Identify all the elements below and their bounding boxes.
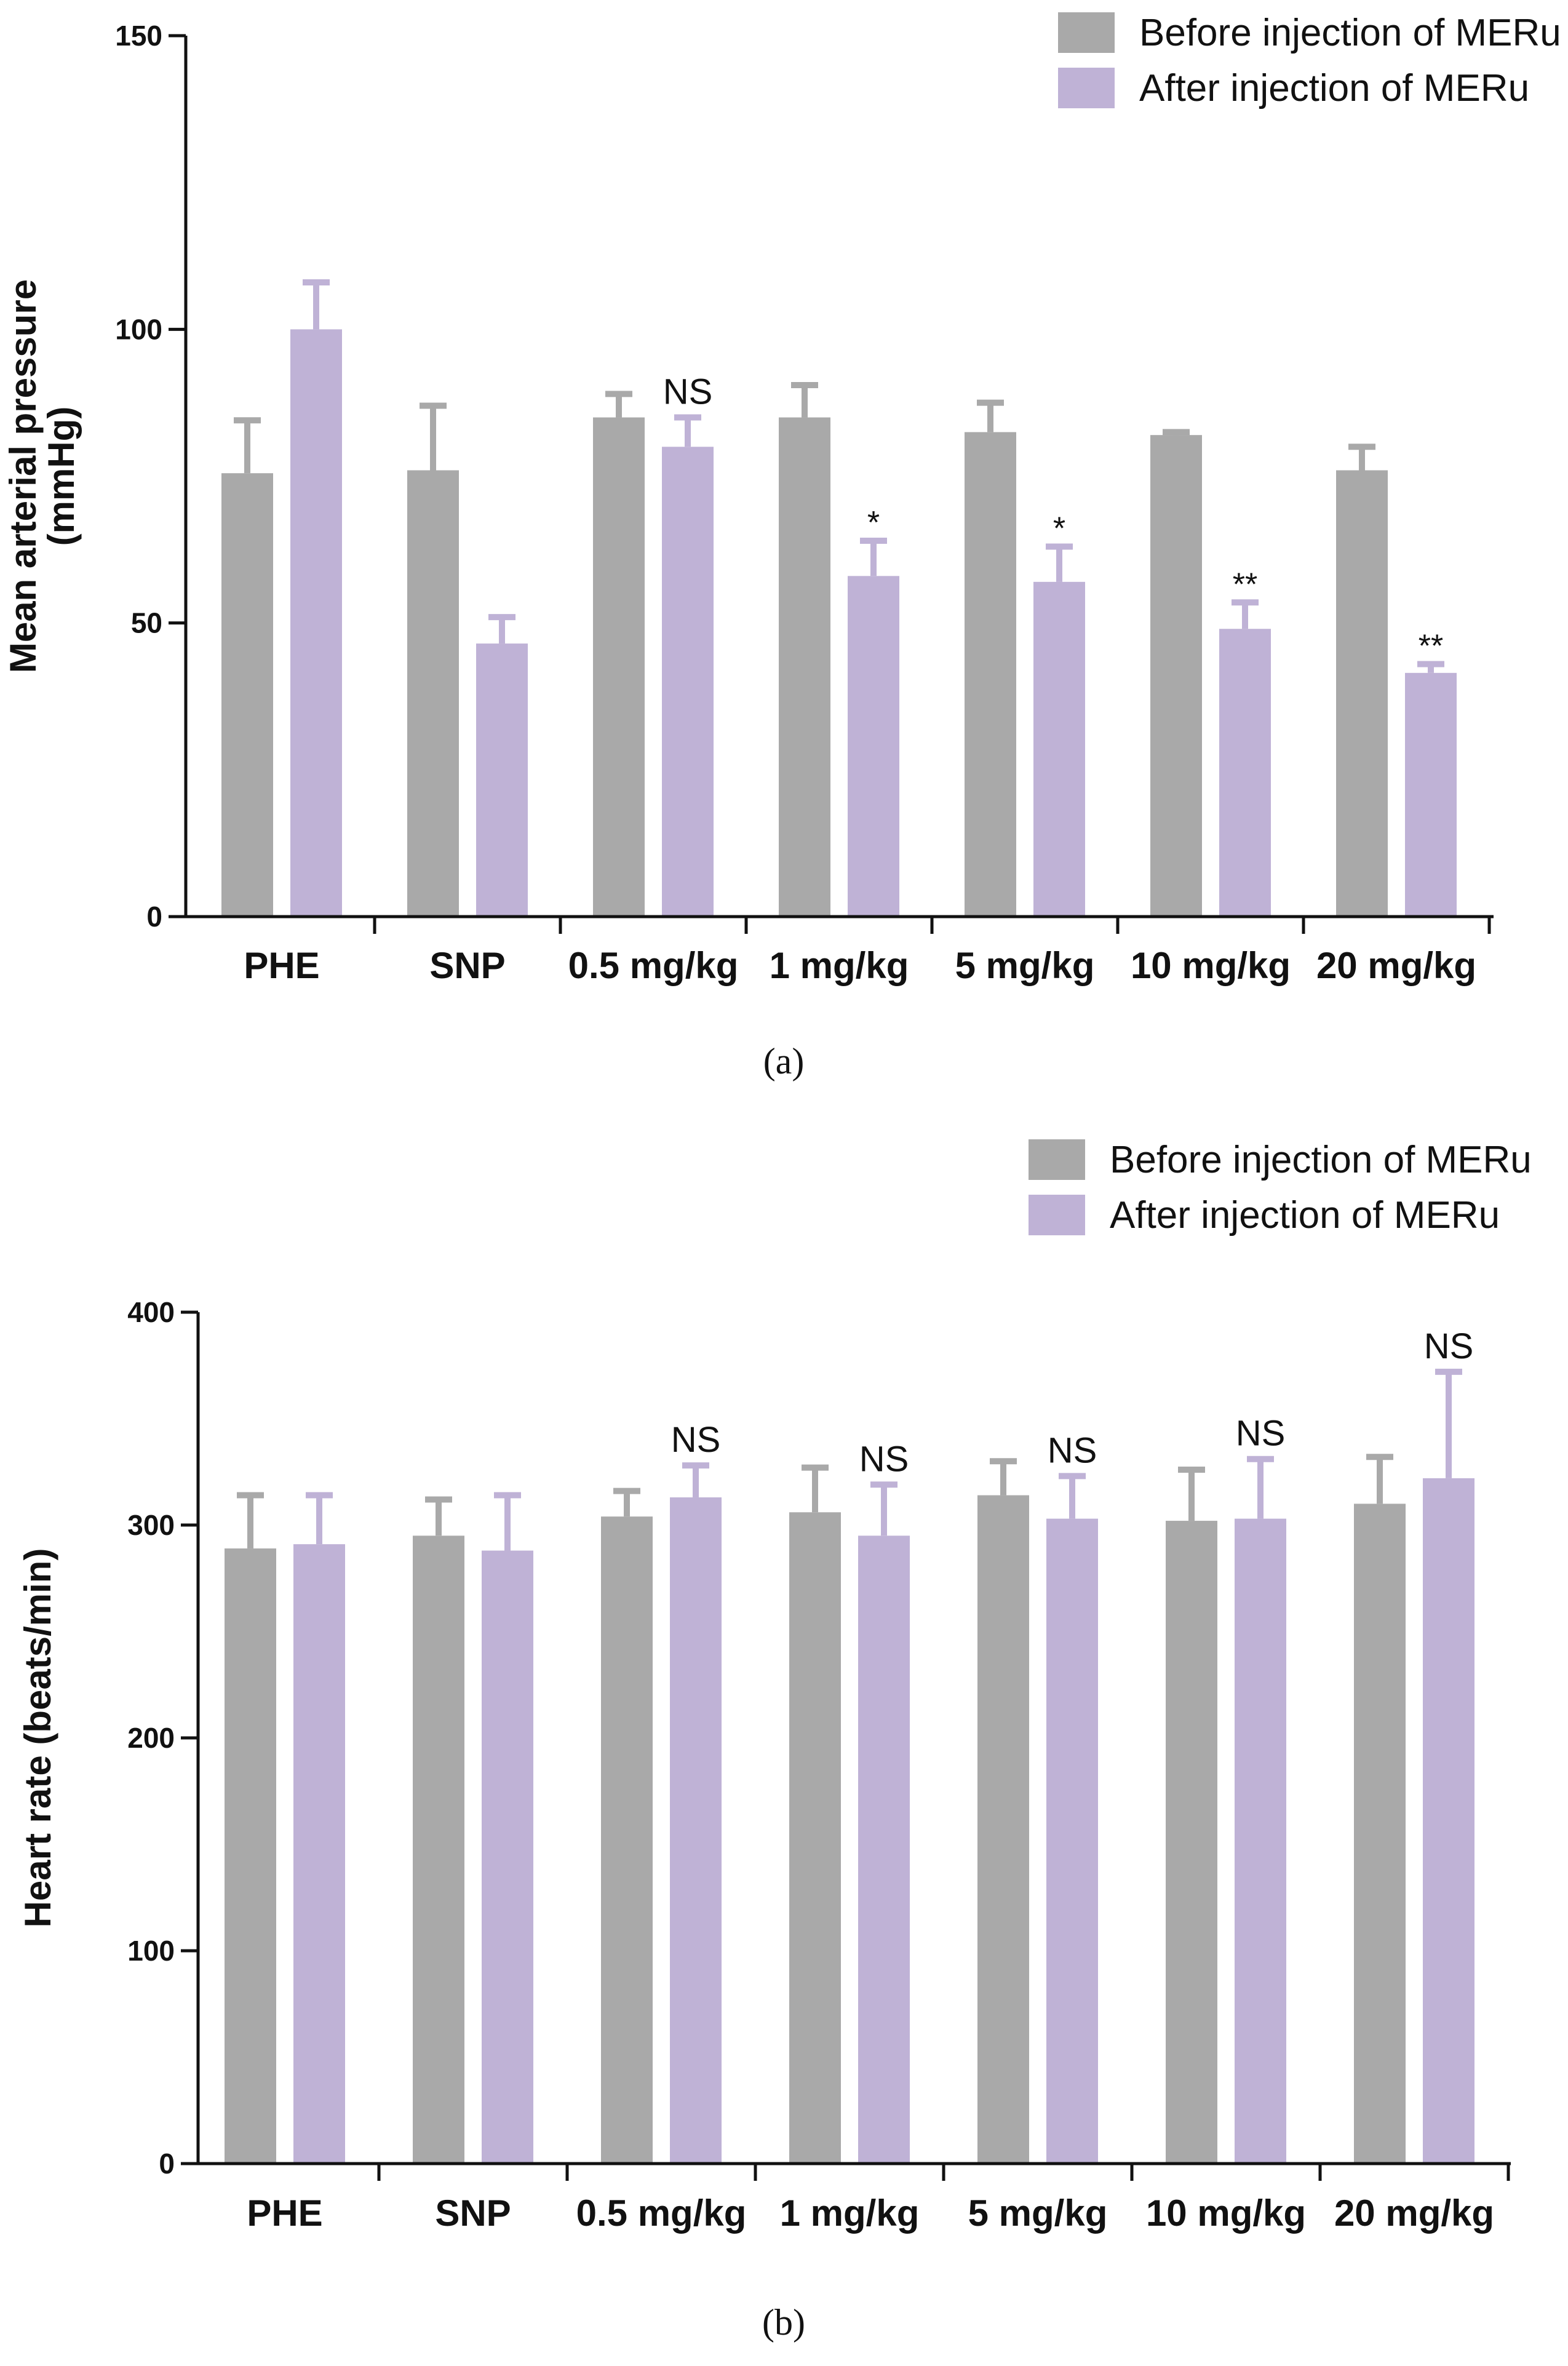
- legend-label-b-1: After injection of MERu: [1110, 1194, 1500, 1237]
- bar-a-before-3: [779, 417, 830, 917]
- category-label-b-5: 10 mg/kg: [1146, 2193, 1306, 2234]
- y-tick-label-b-0: 0: [159, 2148, 175, 2180]
- bar-b-after-5: [1235, 1518, 1286, 2164]
- y-axis-title-a-0: Mean arterial pressure: [2, 279, 44, 673]
- y-tick-label-b-4: 400: [127, 1296, 175, 1328]
- bar-a-before-4: [965, 432, 1016, 917]
- bar-a-before-5: [1150, 435, 1202, 917]
- panel-label-b: (b): [762, 2302, 805, 2343]
- annotation-b-4: NS: [1048, 1430, 1097, 1470]
- category-label-b-2: 0.5 mg/kg: [576, 2193, 747, 2234]
- annotation-a-2: NS: [663, 372, 713, 412]
- bar-a-after-3: [848, 576, 899, 917]
- bar-b-before-1: [413, 1536, 464, 2164]
- bar-a-after-0: [290, 329, 342, 917]
- y-axis-title-b-0: Heart rate (beats/min): [17, 1548, 58, 1928]
- bar-b-before-6: [1354, 1504, 1406, 2164]
- bar-b-after-2: [670, 1497, 722, 2164]
- annotation-b-2: NS: [671, 1420, 721, 1460]
- y-tick-label-a-3: 150: [115, 20, 162, 52]
- y-tick-label-a-2: 100: [115, 313, 162, 345]
- bar-a-after-6: [1405, 672, 1457, 917]
- panel-a-chart: PHE SNP NS 0.5 mg/kg * 1 mg/kg * 5 mg/kg ** 10 mg…: [2, 12, 1561, 1081]
- legend-label-a-0: Before injection of MERu: [1139, 12, 1561, 54]
- y-tick-label-a-1: 50: [131, 607, 162, 639]
- category-label-a-5: 10 mg/kg: [1131, 945, 1291, 986]
- annotation-b-3: NS: [859, 1439, 909, 1479]
- category-label-a-1: SNP: [429, 945, 505, 986]
- category-label-a-6: 20 mg/kg: [1316, 945, 1476, 986]
- legend-swatch-b-1: [1029, 1195, 1085, 1235]
- bar-b-before-0: [225, 1548, 276, 2164]
- annotation-a-4: *: [1053, 511, 1065, 547]
- bar-a-after-1: [476, 643, 528, 917]
- category-label-b-3: 1 mg/kg: [780, 2193, 920, 2234]
- category-label-b-4: 5 mg/kg: [968, 2193, 1108, 2234]
- category-label-a-4: 5 mg/kg: [955, 945, 1095, 986]
- y-tick-label-b-2: 200: [127, 1722, 175, 1754]
- bar-a-after-5: [1219, 629, 1271, 917]
- legend-swatch-a-0: [1058, 12, 1115, 53]
- annotation-b-6: NS: [1424, 1326, 1474, 1366]
- y-axis-title-a-1: (mmHg): [41, 407, 82, 546]
- bar-b-before-2: [601, 1516, 653, 2164]
- bar-b-before-3: [789, 1512, 841, 2164]
- legend-swatch-b-0: [1029, 1139, 1085, 1180]
- bar-b-after-3: [858, 1536, 910, 2164]
- bar-a-after-4: [1033, 581, 1085, 917]
- bar-b-after-0: [293, 1544, 345, 2164]
- legend-swatch-a-1: [1058, 68, 1115, 108]
- y-tick-label-b-3: 300: [127, 1509, 175, 1541]
- category-label-a-0: PHE: [244, 945, 319, 986]
- category-label-b-6: 20 mg/kg: [1334, 2193, 1494, 2234]
- bar-a-before-1: [407, 470, 459, 917]
- annotation-a-3: *: [867, 505, 880, 541]
- y-tick-label-b-1: 100: [127, 1935, 175, 1967]
- category-label-b-1: SNP: [435, 2193, 511, 2234]
- bar-b-after-1: [482, 1550, 533, 2164]
- bar-a-after-2: [662, 447, 714, 917]
- bar-a-before-2: [593, 417, 645, 917]
- legend-label-b-0: Before injection of MERu: [1110, 1139, 1532, 1181]
- bar-b-after-6: [1423, 1478, 1474, 2164]
- y-tick-label-a-0: 0: [146, 901, 162, 933]
- bar-b-before-5: [1166, 1521, 1217, 2164]
- bar-a-before-6: [1336, 470, 1388, 917]
- bar-b-after-4: [1046, 1518, 1098, 2164]
- panel-b-chart: PHE SNP NS 0.5 mg/kg NS 1 mg/kg NS 5 mg/kg NS 10 …: [17, 1139, 1532, 2343]
- category-label-a-2: 0.5 mg/kg: [568, 945, 739, 986]
- bar-a-before-0: [221, 473, 273, 917]
- annotation-a-5: **: [1233, 567, 1257, 602]
- bar-b-before-4: [977, 1495, 1029, 2164]
- annotation-b-5: NS: [1236, 1414, 1286, 1454]
- annotation-a-6: **: [1419, 628, 1443, 664]
- category-label-a-3: 1 mg/kg: [770, 945, 909, 986]
- panel-label-a: (a): [763, 1041, 805, 1081]
- category-label-b-0: PHE: [247, 2193, 322, 2234]
- legend-label-a-1: After injection of MERu: [1139, 67, 1529, 110]
